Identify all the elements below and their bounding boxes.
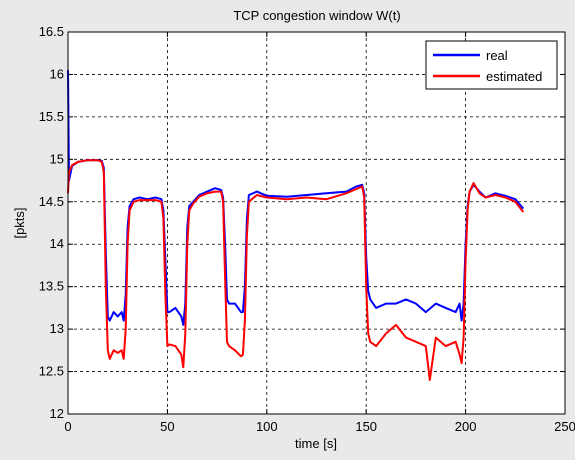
legend: real estimated bbox=[425, 40, 558, 90]
series-layer bbox=[67, 70, 525, 381]
x-tick-label: 150 bbox=[355, 419, 377, 434]
y-tick-label: 14 bbox=[50, 236, 64, 251]
y-tick-label: 12 bbox=[50, 406, 64, 421]
y-axis-label: [pkts] bbox=[12, 207, 27, 238]
axis-ticks: 0 50 100 150 200 250 12 12.5 13 13.5 14 14.5 15 15.5 1… bbox=[39, 24, 575, 434]
x-tick-label: 200 bbox=[455, 419, 477, 434]
y-tick-label: 15 bbox=[50, 151, 64, 166]
legend-label-real: real bbox=[486, 48, 508, 63]
legend-label-estimated: estimated bbox=[486, 69, 542, 84]
legend-box bbox=[425, 40, 558, 90]
plot-area bbox=[68, 32, 565, 414]
series-line-real bbox=[67, 70, 525, 326]
series-line-estimated bbox=[67, 159, 525, 381]
plot-frame bbox=[67, 31, 566, 415]
x-tick-label: 250 bbox=[554, 419, 575, 434]
y-tick-label: 16 bbox=[50, 66, 64, 81]
y-tick-label: 14.5 bbox=[39, 194, 64, 209]
y-tick-label: 13.5 bbox=[39, 279, 64, 294]
x-tick-label: 0 bbox=[64, 419, 71, 434]
x-axis-label: time [s] bbox=[295, 436, 337, 451]
x-tick-label: 50 bbox=[160, 419, 174, 434]
y-tick-label: 16.5 bbox=[39, 24, 64, 39]
x-tick-label: 100 bbox=[256, 419, 278, 434]
y-tick-label: 13 bbox=[50, 321, 64, 336]
chart-title: TCP congestion window W(t) bbox=[233, 8, 400, 23]
y-tick-label: 15.5 bbox=[39, 109, 64, 124]
y-tick-label: 12.5 bbox=[39, 364, 64, 379]
